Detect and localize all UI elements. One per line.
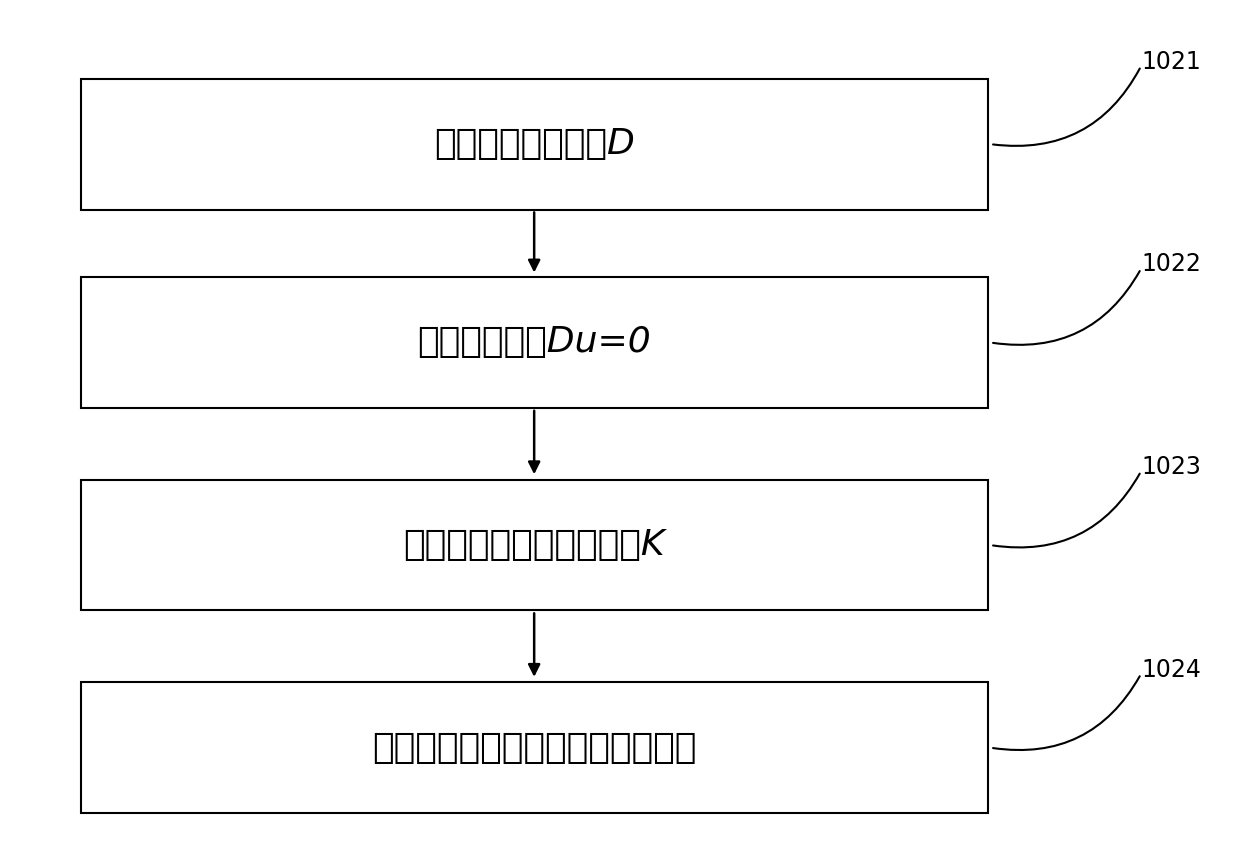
Bar — [81, 79, 988, 209]
Text: 解不定方程组Du=0: 解不定方程组Du=0 — [418, 325, 651, 360]
Text: 构造无散光滑的标准正交基向量组: 构造无散光滑的标准正交基向量组 — [372, 731, 697, 764]
Text: 1023: 1023 — [1142, 455, 1202, 479]
Text: 1022: 1022 — [1142, 252, 1202, 276]
Text: 计算散度算子矩阵D: 计算散度算子矩阵D — [434, 127, 635, 161]
Bar — [81, 480, 988, 611]
Text: 计算二阶偏导数系数矩阵K: 计算二阶偏导数系数矩阵K — [403, 528, 665, 562]
Bar — [81, 682, 988, 813]
Text: 1024: 1024 — [1142, 657, 1202, 681]
Bar — [81, 277, 988, 408]
Text: 1021: 1021 — [1142, 50, 1202, 74]
